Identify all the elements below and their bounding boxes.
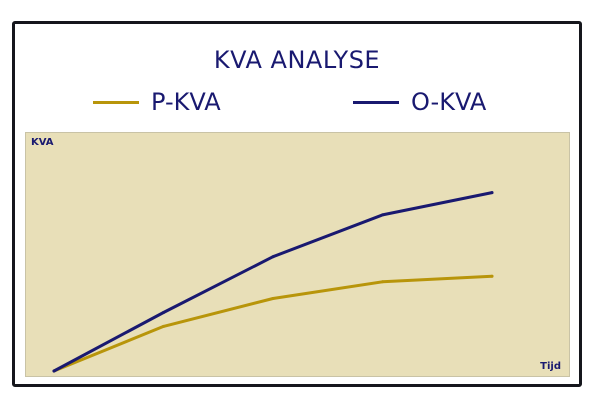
data-point-p-kva-3 bbox=[381, 280, 384, 284]
x-axis-label: Tijd bbox=[540, 361, 561, 372]
legend-swatch-o-kva bbox=[353, 100, 399, 104]
data-point-p-kva-2 bbox=[271, 297, 275, 300]
data-point-p-kva-4 bbox=[490, 274, 494, 278]
y-axis-label: KVA bbox=[31, 137, 54, 148]
chart-title: KVA ANALYSE bbox=[213, 46, 381, 74]
legend-item-p-kva: P-KVA bbox=[93, 87, 221, 117]
data-point-o-kva-0 bbox=[52, 369, 56, 373]
data-point-o-kva-3 bbox=[381, 213, 384, 217]
data-point-o-kva-2 bbox=[271, 255, 275, 259]
data-point-p-kva-1 bbox=[162, 324, 165, 328]
data-point-o-kva-1 bbox=[162, 311, 165, 314]
series-line-p-kva bbox=[52, 274, 494, 373]
chart-svg bbox=[52, 191, 494, 373]
plot-area: KVA Tijd bbox=[25, 132, 570, 377]
chart-frame: KVA ANALYSE P-KVA O-KVA KVA Tijd bbox=[12, 21, 582, 387]
legend-label-o-kva: O-KVA bbox=[411, 88, 487, 116]
legend-swatch-p-kva bbox=[93, 100, 139, 104]
legend-item-o-kva: O-KVA bbox=[353, 87, 486, 117]
data-point-o-kva-4 bbox=[490, 191, 494, 195]
legend-label-p-kva: P-KVA bbox=[151, 88, 221, 116]
